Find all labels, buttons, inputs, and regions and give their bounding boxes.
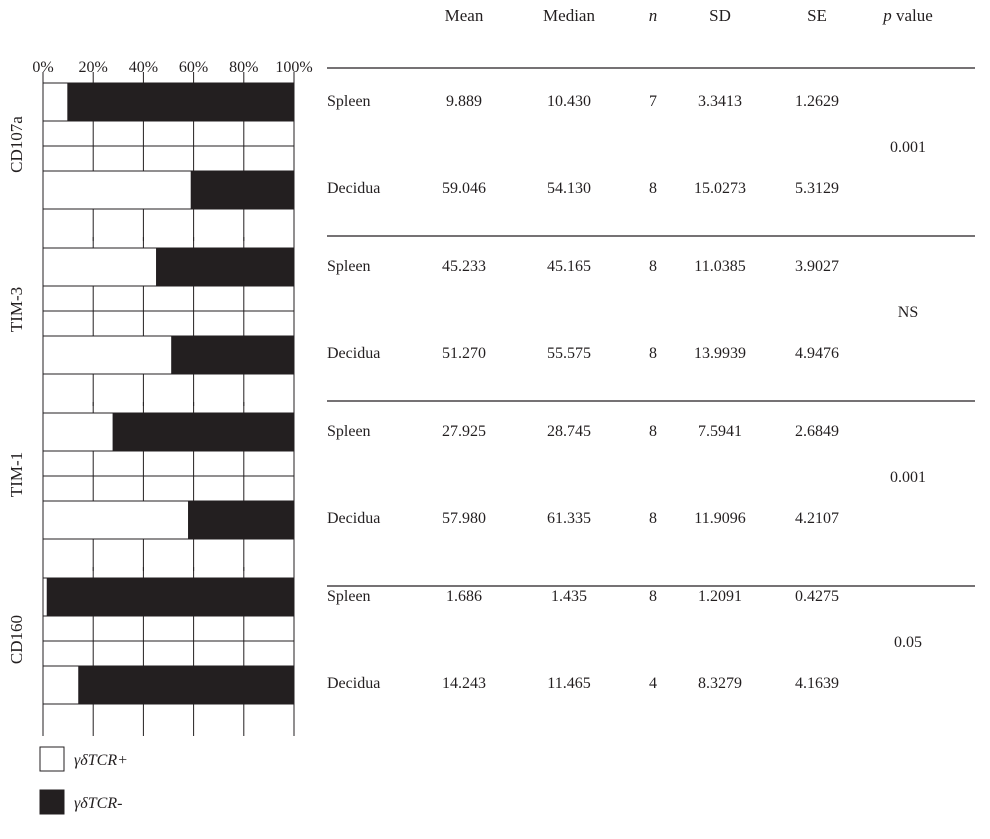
p-value: NS — [898, 304, 918, 321]
group-label: CD107a — [7, 116, 26, 173]
x-tick-label: 0% — [32, 59, 53, 76]
p-value: 0.05 — [894, 634, 922, 651]
n-value: 8 — [649, 180, 657, 197]
sd-value: 7.5941 — [698, 423, 742, 440]
group-label: CD160 — [7, 615, 26, 664]
n-value: 8 — [649, 258, 657, 275]
bar-segment-gd-tcr-positive — [42, 412, 114, 452]
median-value: 54.130 — [547, 180, 591, 197]
se-value: 4.1639 — [795, 675, 839, 692]
table-header-n: n — [649, 6, 658, 25]
bar-segment-gd-tcr-positive — [42, 665, 80, 705]
tissue-label: Spleen — [327, 423, 371, 440]
sd-value: 13.9939 — [694, 345, 746, 362]
se-value: 3.9027 — [795, 258, 839, 275]
tissue-label: Decidua — [327, 180, 380, 197]
n-value: 4 — [649, 675, 657, 692]
median-value: 11.465 — [547, 675, 590, 692]
mean-value: 14.243 — [442, 675, 486, 692]
p-value-rest: value — [892, 6, 933, 25]
sd-value: 1.2091 — [698, 588, 742, 605]
tissue-label: Decidua — [327, 345, 380, 362]
table-header-p-value: p value — [882, 6, 933, 25]
tissue-label: Spleen — [327, 93, 371, 110]
legend-swatch — [39, 746, 65, 772]
mean-value: 59.046 — [442, 180, 486, 197]
se-value: 4.2107 — [795, 510, 839, 527]
table-header-se: SE — [807, 6, 827, 25]
x-tick-label: 40% — [129, 59, 158, 76]
legend-swatch — [39, 789, 65, 815]
n-value: 8 — [649, 345, 657, 362]
bar-segment-gd-tcr-negative — [42, 577, 295, 617]
mean-value: 57.980 — [442, 510, 486, 527]
se-value: 5.3129 — [795, 180, 839, 197]
bar-segment-gd-tcr-positive — [42, 500, 190, 540]
sd-value: 3.3413 — [698, 93, 742, 110]
group-label: TIM-1 — [7, 452, 26, 497]
median-value: 61.335 — [547, 510, 591, 527]
median-value: 45.165 — [547, 258, 591, 275]
sd-value: 15.0273 — [694, 180, 746, 197]
bar-segment-gd-tcr-positive — [42, 247, 158, 287]
bar-segment-gd-tcr-positive — [42, 170, 192, 210]
mean-value: 9.889 — [446, 93, 482, 110]
n-value: 8 — [649, 423, 657, 440]
n-value: 8 — [649, 588, 657, 605]
n-value: 7 — [649, 93, 657, 110]
median-value: 10.430 — [547, 93, 591, 110]
p-value: 0.001 — [890, 469, 926, 486]
se-value: 0.4275 — [795, 588, 839, 605]
p-italic: p — [882, 6, 892, 25]
bar-segment-gd-tcr-positive — [42, 577, 48, 617]
tissue-label: Spleen — [327, 258, 371, 275]
tissue-label: Decidua — [327, 510, 380, 527]
x-tick-label: 100% — [275, 59, 312, 76]
p-value: 0.001 — [890, 139, 926, 156]
tissue-label: Decidua — [327, 675, 380, 692]
bar-segment-gd-tcr-positive — [42, 82, 69, 122]
legend-label: γδTCR+ — [74, 752, 128, 769]
sd-value: 8.3279 — [698, 675, 742, 692]
table-header-sd: SD — [709, 6, 731, 25]
sd-value: 11.9096 — [694, 510, 745, 527]
table-header-median: Median — [543, 6, 595, 25]
sd-value: 11.0385 — [694, 258, 745, 275]
legend-label: γδTCR- — [74, 795, 122, 812]
group-label: TIM-3 — [7, 287, 26, 332]
x-tick-label: 20% — [79, 59, 108, 76]
se-value: 2.6849 — [795, 423, 839, 440]
mean-value: 1.686 — [446, 588, 482, 605]
bar-segment-gd-tcr-negative — [42, 82, 295, 122]
x-tick-label: 80% — [229, 59, 258, 76]
mean-value: 27.925 — [442, 423, 486, 440]
median-value: 55.575 — [547, 345, 591, 362]
se-value: 4.9476 — [795, 345, 839, 362]
bar-segment-gd-tcr-positive — [42, 335, 173, 375]
tissue-label: Spleen — [327, 588, 371, 605]
median-value: 1.435 — [551, 588, 587, 605]
mean-value: 45.233 — [442, 258, 486, 275]
median-value: 28.745 — [547, 423, 591, 440]
bar-segment-gd-tcr-negative — [42, 665, 295, 705]
se-value: 1.2629 — [795, 93, 839, 110]
table-header-mean: Mean — [445, 6, 484, 25]
mean-value: 51.270 — [442, 345, 486, 362]
x-tick-label: 60% — [179, 59, 208, 76]
n-value: 8 — [649, 510, 657, 527]
